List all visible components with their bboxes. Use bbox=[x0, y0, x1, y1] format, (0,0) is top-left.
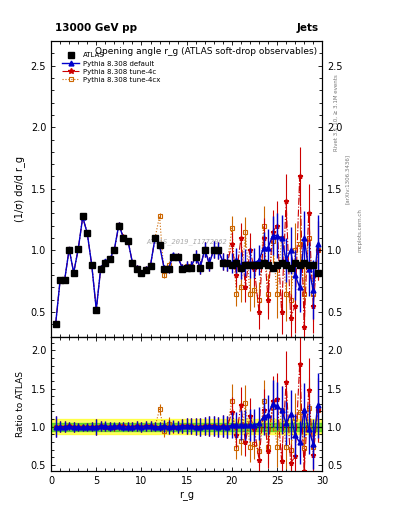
Y-axis label: (1/σ) dσ/d r_g: (1/σ) dσ/d r_g bbox=[14, 156, 25, 222]
Y-axis label: Ratio to ATLAS: Ratio to ATLAS bbox=[16, 371, 25, 437]
Bar bbox=[51, 419, 322, 434]
Text: mcplots.cern.ch: mcplots.cern.ch bbox=[357, 208, 362, 252]
Text: Jets: Jets bbox=[296, 23, 318, 33]
Text: Rivet 3.1.10, ≥ 3.1M events: Rivet 3.1.10, ≥ 3.1M events bbox=[334, 74, 338, 151]
Legend: ATLAS, Pythia 8.308 default, Pythia 8.308 tune-4c, Pythia 8.308 tune-4cx: ATLAS, Pythia 8.308 default, Pythia 8.30… bbox=[60, 50, 162, 85]
Bar bbox=[51, 423, 322, 431]
Text: ATLAS_2019_I1772062: ATLAS_2019_I1772062 bbox=[146, 239, 227, 245]
Text: [arXiv:1306.3436]: [arXiv:1306.3436] bbox=[345, 154, 350, 204]
Text: 13000 GeV pp: 13000 GeV pp bbox=[55, 23, 137, 33]
Text: Opening angle r_g (ATLAS soft-drop observables): Opening angle r_g (ATLAS soft-drop obser… bbox=[95, 47, 317, 56]
X-axis label: r_g: r_g bbox=[179, 492, 194, 501]
